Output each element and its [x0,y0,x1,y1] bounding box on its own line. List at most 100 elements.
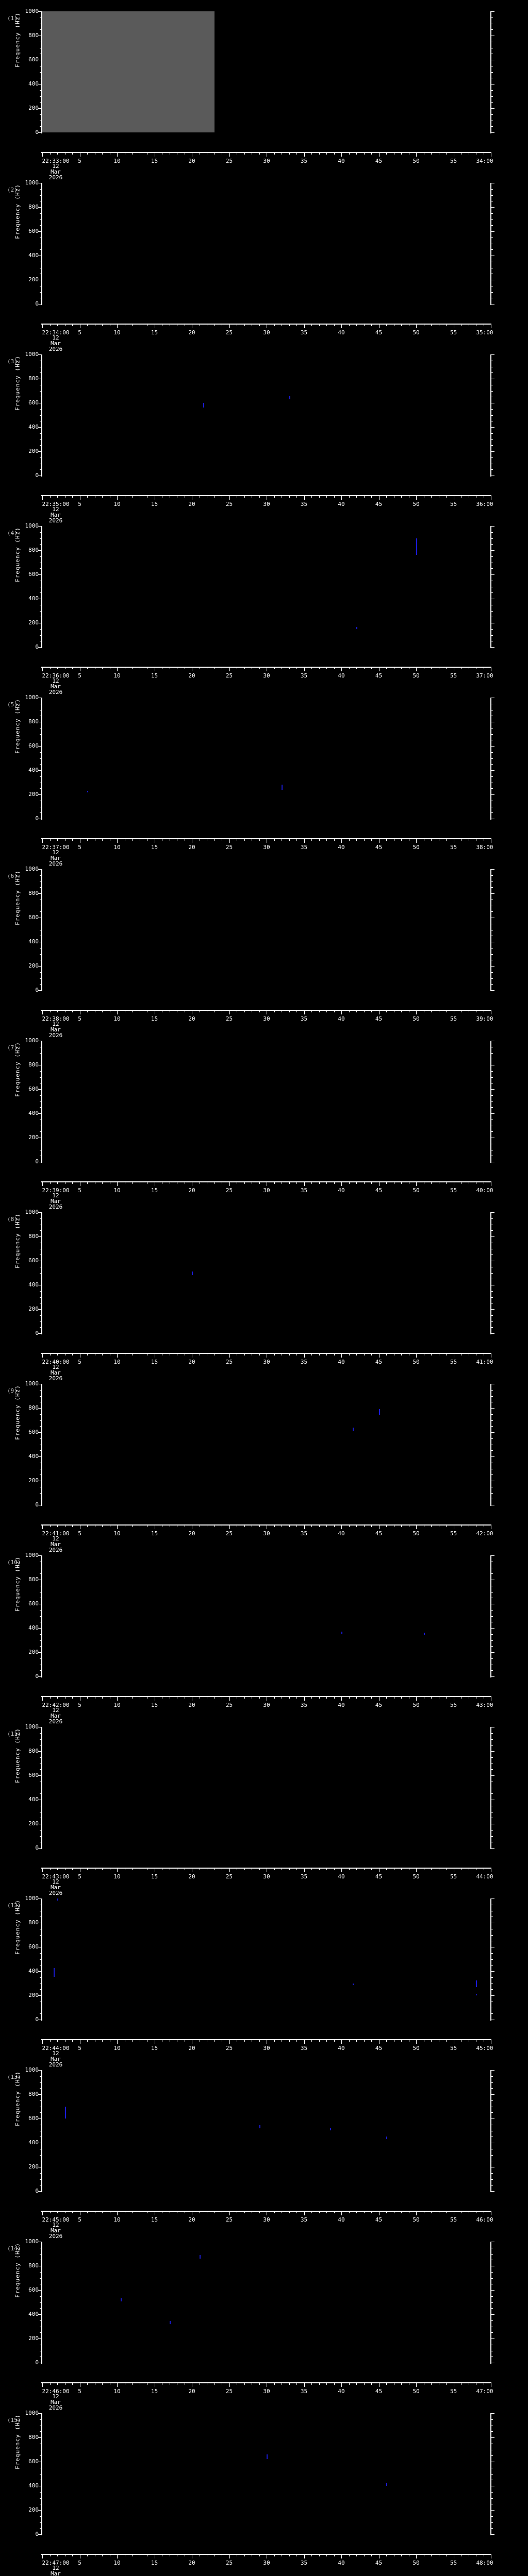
y-axis-minor-tick-right [491,764,493,765]
y-axis-minor-tick [40,439,42,440]
x-axis-tick [341,1524,342,1529]
date-line: Mar [51,2227,61,2234]
y-axis-minor-tick [40,2013,42,2014]
y-axis-minor-tick-right [491,2332,493,2333]
x-axis-minor-tick [102,2211,103,2213]
x-axis-tick-label: 15 [151,1359,158,1365]
x-axis-line [41,152,491,153]
y-axis-minor-tick [40,1739,42,1740]
y-axis-tick-label: 1000 [25,2410,39,2416]
x-axis-minor-tick [102,1524,103,1527]
panel-index-label: (14) [7,2245,21,2252]
y-axis-tick [38,869,42,870]
y-axis-tick-label: 600 [28,1257,39,1264]
y-axis-minor-tick [40,1077,42,1078]
x-axis-minor-tick [87,2039,88,2042]
x-axis-tick [229,2382,230,2387]
panel-index-label: (7) [7,1044,18,1051]
x-axis-tick-label: 40 [338,1873,345,1880]
x-axis-minor-tick [296,2039,297,2042]
y-axis-minor-tick-right [491,611,493,612]
y-axis-tick-right [491,2191,494,2192]
x-axis-minor-tick [72,2382,73,2385]
x-axis-tick [416,2039,417,2044]
y-axis-spine-right [490,869,491,991]
x-axis-tick [304,1353,305,1358]
x-axis-tick-label: 25 [225,329,233,336]
y-axis-spine-right [490,11,491,133]
y-axis-tick-right [491,1751,494,1752]
x-axis-minor-tick [334,2382,335,2385]
y-axis-tick-label: 1000 [25,2238,39,2245]
y-axis-tick-right [491,550,494,551]
y-axis-minor-tick-right [491,2155,493,2156]
x-axis-minor-tick [259,1868,260,1870]
x-axis-minor-tick [311,1524,312,1527]
x-axis-minor-tick [244,324,245,326]
x-axis-minor-tick [214,1696,215,1699]
x-axis-minor-tick [349,1868,350,1870]
x-axis-minor-tick [259,2039,260,2042]
y-axis-tick-right [491,990,494,991]
y-axis-tick [38,207,42,208]
x-axis-minor-tick [319,2039,320,2042]
x-axis-tick-label: 25 [225,2388,233,2395]
x-axis-minor-tick [326,838,327,841]
x-axis-minor-tick [296,2382,297,2385]
y-axis-spine-left [41,1899,42,2021]
y-axis-tick-label: 800 [28,718,39,725]
y-axis-tick-label: 1000 [25,1723,39,1730]
x-axis-minor-tick [214,2382,215,2385]
y-axis-tick-label: 200 [28,1992,39,1998]
x-axis-tick-label: 40 [338,158,345,164]
x-axis-tick-label: 30 [263,329,270,336]
y-axis-tick-right [491,1432,494,1433]
x-axis-minor-tick [371,1181,372,1184]
y-axis-tick-label: 0 [35,1673,39,1680]
x-axis-tick-label: 5 [78,158,81,164]
y-axis-minor-tick-right [491,544,493,545]
x-axis-minor-tick [401,838,402,841]
x-axis-tick [341,1181,342,1186]
x-axis-minor-tick [334,324,335,326]
y-axis-minor-tick-right [491,752,493,753]
plot-area [42,1727,491,1848]
x-axis-tick-label: 50 [412,2216,420,2223]
y-axis-minor-tick-right [491,1420,493,1421]
y-axis-tick-label: 800 [28,2434,39,2441]
y-axis-tick-right [491,574,494,575]
x-axis-minor-tick [274,838,275,841]
x-axis-tick-label: 15 [151,2216,158,2223]
y-axis-tick [38,893,42,894]
x-axis-minor-tick [296,1524,297,1527]
y-axis-tick [38,1555,42,1556]
y-axis-tick-label: 800 [28,2091,39,2097]
x-axis-minor-tick [371,1010,372,1012]
date-line: 2026 [48,174,63,181]
plot-area [42,1212,491,1333]
y-axis-tick [38,770,42,771]
x-axis-minor-tick [311,152,312,155]
x-axis-minor-tick [446,2554,447,2556]
x-axis-minor-tick [244,2554,245,2556]
y-axis-minor-tick-right [491,29,493,30]
detection-trace [289,396,290,399]
x-axis-tick-label: 20 [188,1873,195,1880]
x-axis-minor-tick [431,838,432,841]
x-axis-tick [42,2382,43,2387]
y-axis-tick-label: 200 [28,619,39,626]
x-axis-minor-tick [446,2039,447,2042]
y-axis-tick-label: 600 [28,2115,39,2122]
y-axis-tick [38,1309,42,1310]
x-axis-minor-tick [289,152,290,155]
y-axis-tick-label: 600 [28,2458,39,2465]
y-axis-tick-label: 400 [28,2139,39,2146]
x-axis-minor-tick [326,1010,327,1012]
x-axis-minor-tick [289,838,290,841]
y-axis-minor-tick-right [491,2528,493,2529]
x-axis-minor-tick [72,152,73,155]
x-axis-minor-tick [87,1353,88,1355]
x-axis-tick-label: 25 [225,1873,233,1880]
x-axis-minor-tick [364,495,365,498]
